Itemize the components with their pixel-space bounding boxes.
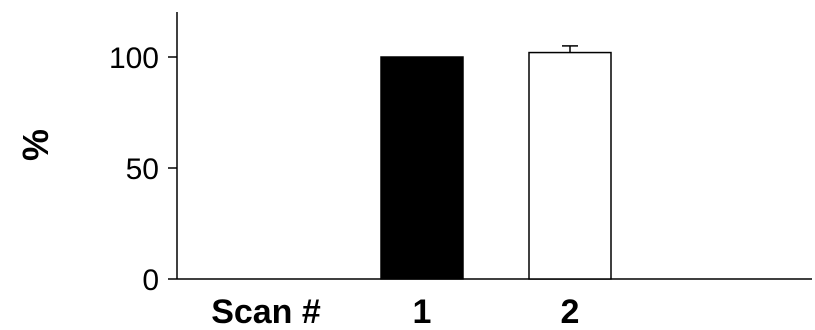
bar-scan-1 bbox=[380, 56, 464, 280]
bar-scan-2 bbox=[528, 51, 612, 280]
x-category-label: 1 bbox=[413, 293, 432, 330]
y-tick-label: 0 bbox=[142, 264, 159, 297]
y-tick-label: 100 bbox=[109, 42, 159, 75]
x-category-label: 2 bbox=[561, 293, 580, 330]
y-ticks: 0 50 100 bbox=[109, 42, 177, 297]
y-axis-title: % bbox=[15, 129, 56, 161]
x-axis-title: Scan # bbox=[211, 293, 321, 330]
y-tick-label: 50 bbox=[126, 153, 159, 186]
bars bbox=[380, 45, 612, 280]
